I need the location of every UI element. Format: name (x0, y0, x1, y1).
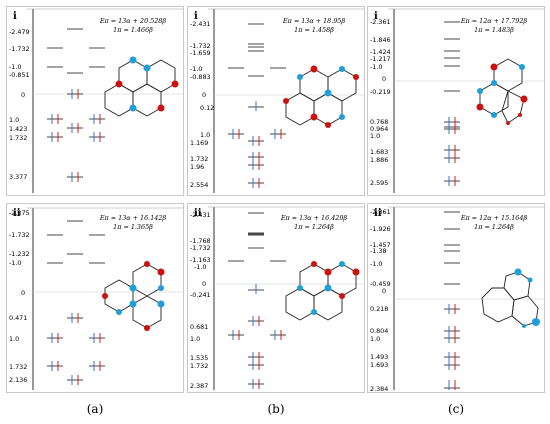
caption-a: (a) (86, 402, 104, 416)
level-label: -1.732 (190, 42, 211, 50)
panel-number: ii (13, 208, 21, 219)
level-label: 1.96 (190, 163, 205, 171)
orbital-diagram (388, 206, 544, 390)
level-label: -0.241 (190, 291, 211, 299)
level-label: 0.804 (370, 327, 389, 335)
level-label: 2.387 (190, 382, 209, 390)
level-label: 0.964 (370, 125, 389, 133)
panel-number: i (13, 11, 17, 22)
level-label: -1.163 (190, 256, 211, 264)
level-label: 0 (382, 287, 387, 295)
level-label: -1.926 (370, 225, 391, 233)
caption-c: (c) (447, 402, 465, 416)
level-label: 1.423 (9, 125, 28, 133)
level-label: 1.0 (370, 132, 381, 140)
level-label: 2.384 (370, 385, 389, 393)
level-label: 0.768 (370, 118, 389, 126)
level-label: 0 (202, 280, 207, 288)
level-label: 3.377 (9, 173, 28, 181)
level-label: -1.0 (194, 263, 207, 271)
energy-annotation: Eπ = 13α + 16.429β 1π = 1.264β (280, 214, 348, 231)
level-label: -2.431 (190, 211, 211, 219)
level-label: 1.732 (190, 155, 209, 163)
level-label: 0 (382, 75, 387, 83)
level-label: -0.883 (190, 73, 211, 81)
level-label: 1.0 (200, 131, 211, 139)
level-label: 1.493 (370, 353, 389, 361)
level-label: -2.431 (190, 20, 211, 28)
level-label: 0 (202, 91, 207, 99)
panel-number: i (374, 11, 378, 22)
panel-b-i: i Eπ = 13α + 18.95β 1π = 1.458β -2.431 -… (187, 6, 365, 196)
level-label: 1.886 (370, 156, 389, 164)
panel-a-i: i Eπ = 13α + 20.528β 1π = 1.466β -2.479 … (6, 6, 184, 196)
energy-annotation: Eπ = 12α + 15.164β 1π = 1.264β (460, 214, 528, 231)
level-label: -1.732 (9, 231, 30, 239)
level-label: 1.732 (9, 134, 28, 142)
orbital-diagram (27, 207, 183, 390)
orbital-diagram (388, 8, 544, 193)
level-label: 1.0 (9, 116, 20, 124)
level-label: 0 (21, 91, 26, 99)
level-label: -0.851 (9, 71, 30, 79)
panel-c-ii: ii Eπ = 12α + 15.164β 1π = 1.264β -2.361… (367, 203, 545, 393)
level-label: -2.479 (9, 28, 30, 36)
level-label: -1.732 (9, 45, 30, 53)
panel-a-ii: ii Eπ = 13α + 16.142β 1π = 1.365β -2.375… (6, 203, 184, 393)
level-label: -0.219 (370, 88, 391, 96)
level-label: -1.38 (370, 247, 387, 255)
level-label: 0.681 (190, 323, 209, 331)
level-label: -1.457 (370, 241, 391, 249)
level-label: 1.732 (190, 362, 209, 370)
energy-annotation: Eπ = 13α + 20.528β 1π = 1.466β (99, 17, 167, 34)
level-label: 0.12 (200, 104, 215, 112)
level-label: -1.0 (190, 65, 203, 73)
level-label: 1.169 (190, 139, 209, 147)
level-label: 1.535 (190, 354, 209, 362)
level-label: -1.0 (9, 259, 22, 267)
level-label: -1.232 (9, 250, 30, 258)
level-label: -1.659 (190, 49, 211, 57)
level-label: -2.361 (370, 208, 391, 216)
level-label: 1.0 (9, 335, 20, 343)
level-label: -1.0 (370, 260, 383, 268)
panel-number: ii (374, 208, 382, 219)
panel-b-ii: ii Eπ = 13α + 16.429β 1π = 1.264β -2.431… (187, 203, 365, 393)
level-label: 0.218 (370, 305, 389, 313)
level-label: 1.693 (370, 361, 389, 369)
level-label: -1.0 (370, 63, 383, 71)
level-label: -0.459 (370, 280, 391, 288)
orbital-diagram (27, 8, 183, 193)
level-label: -1.217 (370, 55, 391, 63)
energy-annotation: Eπ = 13α + 18.95β 1π = 1.458β (282, 17, 346, 34)
orbital-diagram (208, 8, 364, 193)
energy-annotation: Eπ = 13α + 16.142β 1π = 1.365β (99, 214, 167, 231)
panel-number: i (194, 11, 198, 22)
level-label: 1.0 (370, 335, 381, 343)
level-label: -2.375 (9, 209, 30, 217)
caption-b: (b) (267, 402, 285, 416)
level-label: 0 (21, 289, 26, 297)
level-label: 2.554 (190, 181, 209, 189)
level-label: 1.732 (9, 363, 28, 371)
level-label: 2.595 (370, 179, 389, 187)
panel-c-i: i Eπ = 12α + 17.792β 1π = 1.483β -2.361 … (367, 6, 545, 196)
energy-annotation: Eπ = 12α + 17.792β 1π = 1.483β (460, 17, 528, 34)
level-label: -1.0 (9, 63, 22, 71)
panel-number: ii (194, 208, 202, 219)
level-label: 0.471 (9, 314, 28, 322)
level-label: -1.768 (190, 237, 211, 245)
level-label: 1.0 (190, 335, 201, 343)
orbital-diagram (208, 206, 364, 390)
level-label: 2.136 (9, 376, 28, 384)
level-label: -1.732 (190, 244, 211, 252)
level-label: -1.846 (370, 36, 391, 44)
level-label: -2.361 (370, 18, 391, 26)
level-label: -1.424 (370, 48, 391, 56)
level-label: 1.683 (370, 148, 389, 156)
